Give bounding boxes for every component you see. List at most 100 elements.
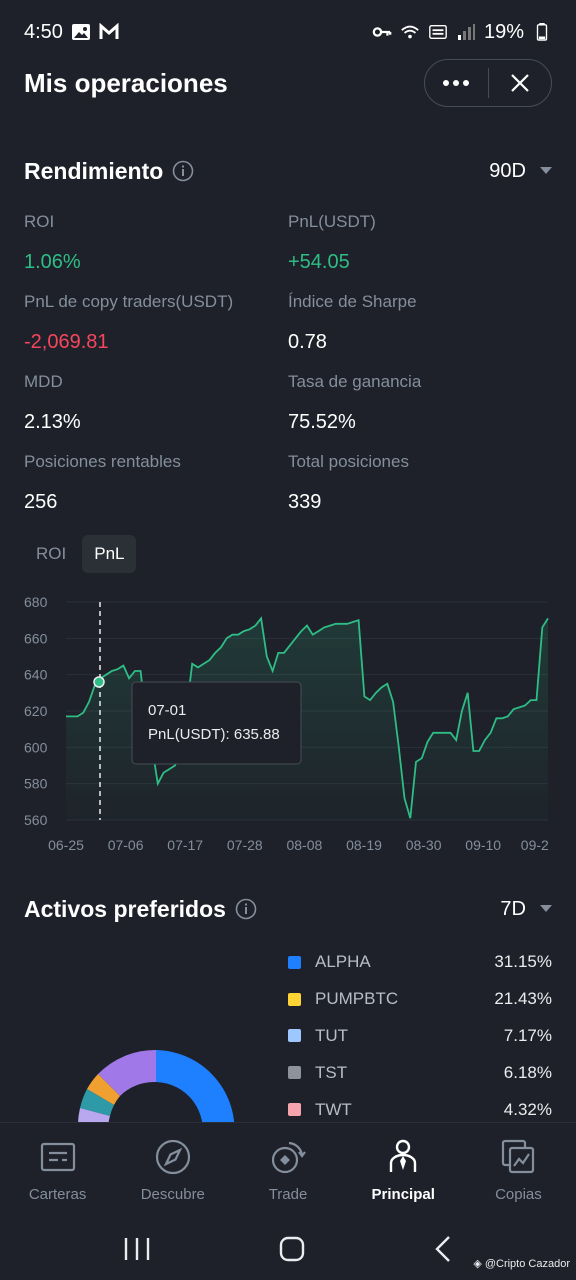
nav-trade[interactable]: Trade bbox=[230, 1123, 345, 1218]
battery-percent: 19% bbox=[483, 20, 524, 43]
assets-donut-chart[interactable] bbox=[70, 1040, 250, 1124]
assets-header: Activos preferidos 7D bbox=[24, 890, 552, 928]
crosshair-dot bbox=[93, 676, 105, 688]
metric-label: PnL(USDT) bbox=[288, 212, 376, 231]
y-tick-label: 580 bbox=[24, 776, 48, 792]
caret-down-icon bbox=[540, 905, 552, 912]
more-button[interactable] bbox=[425, 60, 488, 106]
legend-percent: 7.17% bbox=[503, 1025, 552, 1045]
metric-value: 75.52% bbox=[288, 411, 356, 433]
x-tick-label: 08-30 bbox=[406, 837, 442, 853]
y-tick-label: 640 bbox=[24, 667, 48, 683]
header-actions bbox=[424, 59, 552, 107]
legend-swatch bbox=[288, 1066, 301, 1080]
nav-descubre[interactable]: Descubre bbox=[115, 1123, 230, 1218]
metric-label: Total posiciones bbox=[288, 452, 409, 471]
legend-swatch bbox=[288, 955, 301, 969]
nav-principal[interactable]: Principal bbox=[346, 1123, 461, 1218]
status-bar: 4:50 19% bbox=[0, 0, 576, 64]
metric-value: -2,069.81 bbox=[24, 331, 109, 353]
nav-label: Descubre bbox=[140, 1186, 205, 1203]
metric-label: Índice de Sharpe bbox=[288, 292, 417, 311]
nav-label: Carteras bbox=[28, 1186, 87, 1203]
wifi-icon bbox=[401, 25, 419, 39]
assets-legend: ALPHA 31.15% PUMPBTC 21.43% TUT 7.17% TS… bbox=[288, 944, 552, 1128]
pnl-chart[interactable]: 680 660 640 620 600 580 560 06-25 07-06 07-17 07-… bbox=[0, 588, 576, 860]
nav-label: Principal bbox=[371, 1186, 435, 1203]
metric-value: 0.78 bbox=[288, 331, 327, 353]
nav-copias[interactable]: Copias bbox=[461, 1123, 576, 1218]
metric-value: 2.13% bbox=[24, 411, 81, 433]
metric-value: 1.06% bbox=[24, 251, 81, 273]
metric-sharpe: Índice de Sharpe 0.78 bbox=[288, 288, 552, 368]
metric-roi: ROI 1.06% bbox=[24, 208, 288, 288]
close-button[interactable] bbox=[489, 60, 552, 106]
metrics-grid: ROI 1.06% PnL(USDT) +54.05 PnL de copy t… bbox=[24, 208, 552, 528]
volte-icon bbox=[429, 24, 447, 40]
bottom-nav: Carteras Descubre Trade Principal Copias bbox=[0, 1122, 576, 1218]
pnl-area bbox=[66, 618, 548, 820]
tooltip-value: PnL(USDT): 635.88 bbox=[148, 726, 280, 743]
nav-label: Trade bbox=[268, 1186, 308, 1203]
legend-percent: 4.32% bbox=[503, 1099, 552, 1119]
legend-name: PUMPBTC bbox=[315, 989, 399, 1009]
x-tick-label: 08-08 bbox=[286, 837, 322, 853]
assets-period-select[interactable]: 7D bbox=[500, 898, 552, 921]
x-tick-label: 09-2 bbox=[521, 837, 549, 853]
tab-pnl[interactable]: PnL bbox=[82, 535, 137, 573]
close-icon bbox=[510, 74, 529, 92]
metric-value: +54.05 bbox=[288, 251, 350, 273]
metric-pnl: PnL(USDT) +54.05 bbox=[288, 208, 552, 288]
metric-label: ROI bbox=[24, 212, 55, 231]
metric-value: 339 bbox=[288, 491, 322, 513]
y-tick-label: 620 bbox=[24, 703, 48, 719]
key-icon bbox=[372, 27, 392, 37]
legend-item: TST 6.18% bbox=[288, 1054, 552, 1091]
x-tick-label: 07-17 bbox=[167, 837, 203, 853]
home-icon[interactable] bbox=[278, 1235, 306, 1263]
legend-percent: 6.18% bbox=[503, 1062, 552, 1082]
tab-roi[interactable]: ROI bbox=[36, 544, 67, 563]
x-tick-label: 07-28 bbox=[227, 837, 263, 853]
status-time: 4:50 bbox=[24, 20, 63, 43]
info-icon[interactable] bbox=[172, 160, 194, 182]
metric-label: PnL de copy traders(USDT) bbox=[24, 292, 234, 311]
legend-percent: 31.15% bbox=[494, 952, 552, 972]
metric-label: Posiciones rentables bbox=[24, 452, 181, 471]
x-tick-label: 06-25 bbox=[48, 837, 84, 853]
legend-item: TWT 4.32% bbox=[288, 1091, 552, 1128]
legend-name: TST bbox=[315, 1062, 348, 1082]
donut-svg bbox=[77, 1049, 235, 1124]
signal-icon bbox=[457, 24, 475, 40]
tooltip-date: 07-01 bbox=[148, 702, 186, 719]
metric-win-rate: Tasa de ganancia 75.52% bbox=[288, 368, 552, 448]
gallery-icon bbox=[71, 24, 90, 40]
info-icon[interactable] bbox=[235, 898, 257, 920]
recent-apps-icon[interactable] bbox=[123, 1236, 151, 1262]
legend-name: ALPHA bbox=[315, 952, 371, 972]
mail-icon bbox=[99, 23, 119, 39]
legend-item: ALPHA 31.15% bbox=[288, 944, 552, 981]
copy-chart-icon bbox=[502, 1139, 535, 1174]
y-tick-label: 560 bbox=[24, 812, 48, 828]
battery-icon bbox=[536, 23, 548, 41]
chart-tabs: ROI PnL bbox=[24, 535, 137, 573]
metric-mdd: MDD 2.13% bbox=[24, 368, 288, 448]
metric-label: MDD bbox=[24, 372, 63, 391]
donut-slice-alpha bbox=[156, 1050, 235, 1124]
back-icon[interactable] bbox=[433, 1235, 453, 1263]
assets-period-value: 7D bbox=[500, 897, 526, 920]
page-title: Mis operaciones bbox=[24, 67, 228, 98]
y-tick-label: 600 bbox=[24, 739, 48, 755]
legend-name: TWT bbox=[315, 1099, 352, 1119]
donut-slice-tut bbox=[77, 1108, 110, 1124]
nav-carteras[interactable]: Carteras bbox=[0, 1123, 115, 1218]
legend-swatch bbox=[288, 1029, 301, 1043]
tooltip-box bbox=[131, 681, 302, 765]
watermark: ◈ @Cripto Cazador bbox=[473, 1257, 570, 1270]
legend-swatch bbox=[288, 992, 301, 1006]
system-nav bbox=[0, 1218, 576, 1280]
performance-period-select[interactable]: 90D bbox=[489, 160, 552, 183]
legend-item: TUT 7.17% bbox=[288, 1018, 552, 1055]
nav-label: Copias bbox=[495, 1186, 542, 1203]
